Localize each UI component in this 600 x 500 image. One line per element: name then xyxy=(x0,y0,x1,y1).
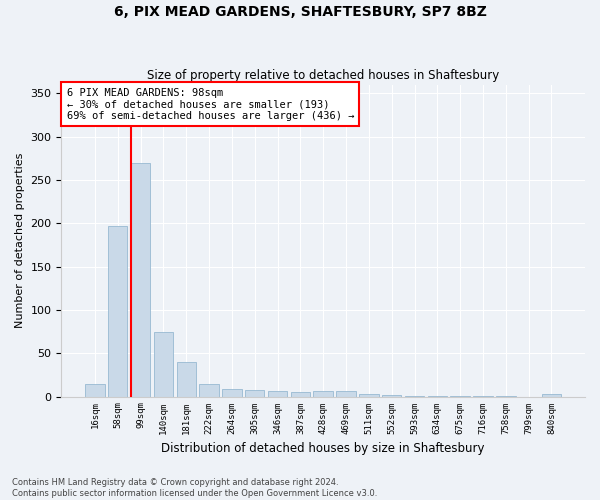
Bar xyxy=(199,384,219,396)
Bar xyxy=(290,392,310,396)
Bar xyxy=(268,392,287,396)
Bar xyxy=(337,392,356,396)
Bar xyxy=(382,395,401,396)
Text: Contains HM Land Registry data © Crown copyright and database right 2024.
Contai: Contains HM Land Registry data © Crown c… xyxy=(12,478,377,498)
Y-axis label: Number of detached properties: Number of detached properties xyxy=(15,153,25,328)
X-axis label: Distribution of detached houses by size in Shaftesbury: Distribution of detached houses by size … xyxy=(161,442,485,455)
Bar xyxy=(154,332,173,396)
Bar xyxy=(176,362,196,396)
Bar xyxy=(245,390,265,396)
Text: 6 PIX MEAD GARDENS: 98sqm
← 30% of detached houses are smaller (193)
69% of semi: 6 PIX MEAD GARDENS: 98sqm ← 30% of detac… xyxy=(67,88,354,121)
Bar xyxy=(108,226,127,396)
Bar xyxy=(222,389,242,396)
Bar xyxy=(85,384,104,396)
Bar xyxy=(359,394,379,396)
Bar xyxy=(542,394,561,396)
Bar xyxy=(313,392,333,396)
Bar xyxy=(131,162,150,396)
Text: 6, PIX MEAD GARDENS, SHAFTESBURY, SP7 8BZ: 6, PIX MEAD GARDENS, SHAFTESBURY, SP7 8B… xyxy=(113,5,487,19)
Title: Size of property relative to detached houses in Shaftesbury: Size of property relative to detached ho… xyxy=(147,69,499,82)
